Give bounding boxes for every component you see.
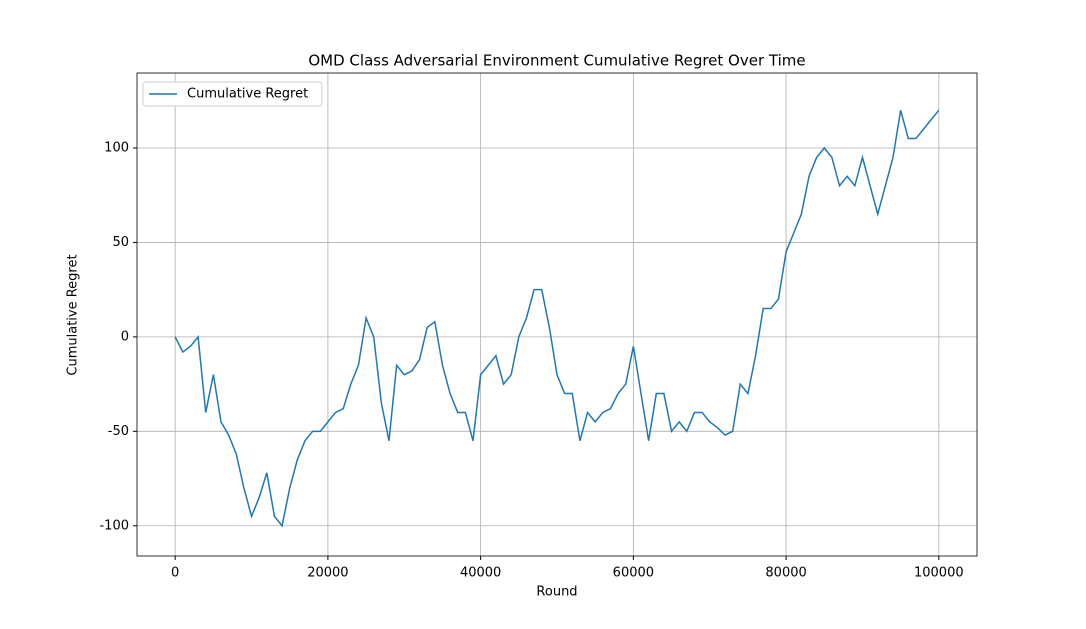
line-series (174, 109, 940, 528)
y-tick-label: 0 (121, 329, 129, 344)
legend-label: Cumulative Regret (187, 87, 308, 102)
y-tick-label: 100 (104, 140, 129, 155)
y-tick-label: -100 (99, 518, 129, 533)
x-axis-label: Round (536, 585, 577, 600)
y-tick-label: -50 (108, 424, 129, 439)
x-tick-label: 100000 (914, 566, 964, 581)
x-tick-label: 20000 (307, 566, 348, 581)
x-tick-label: 0 (171, 566, 179, 581)
y-axis-label: Cumulative Regret (66, 254, 81, 375)
x-tick-label: 60000 (613, 566, 654, 581)
chart-title: OMD Class Adversarial Environment Cumula… (308, 52, 805, 70)
x-tick-label: 80000 (765, 566, 806, 581)
legend-box (142, 81, 323, 107)
y-tick-label: 50 (112, 235, 129, 250)
x-tick-label: 40000 (460, 566, 501, 581)
plot-frame (136, 72, 978, 557)
